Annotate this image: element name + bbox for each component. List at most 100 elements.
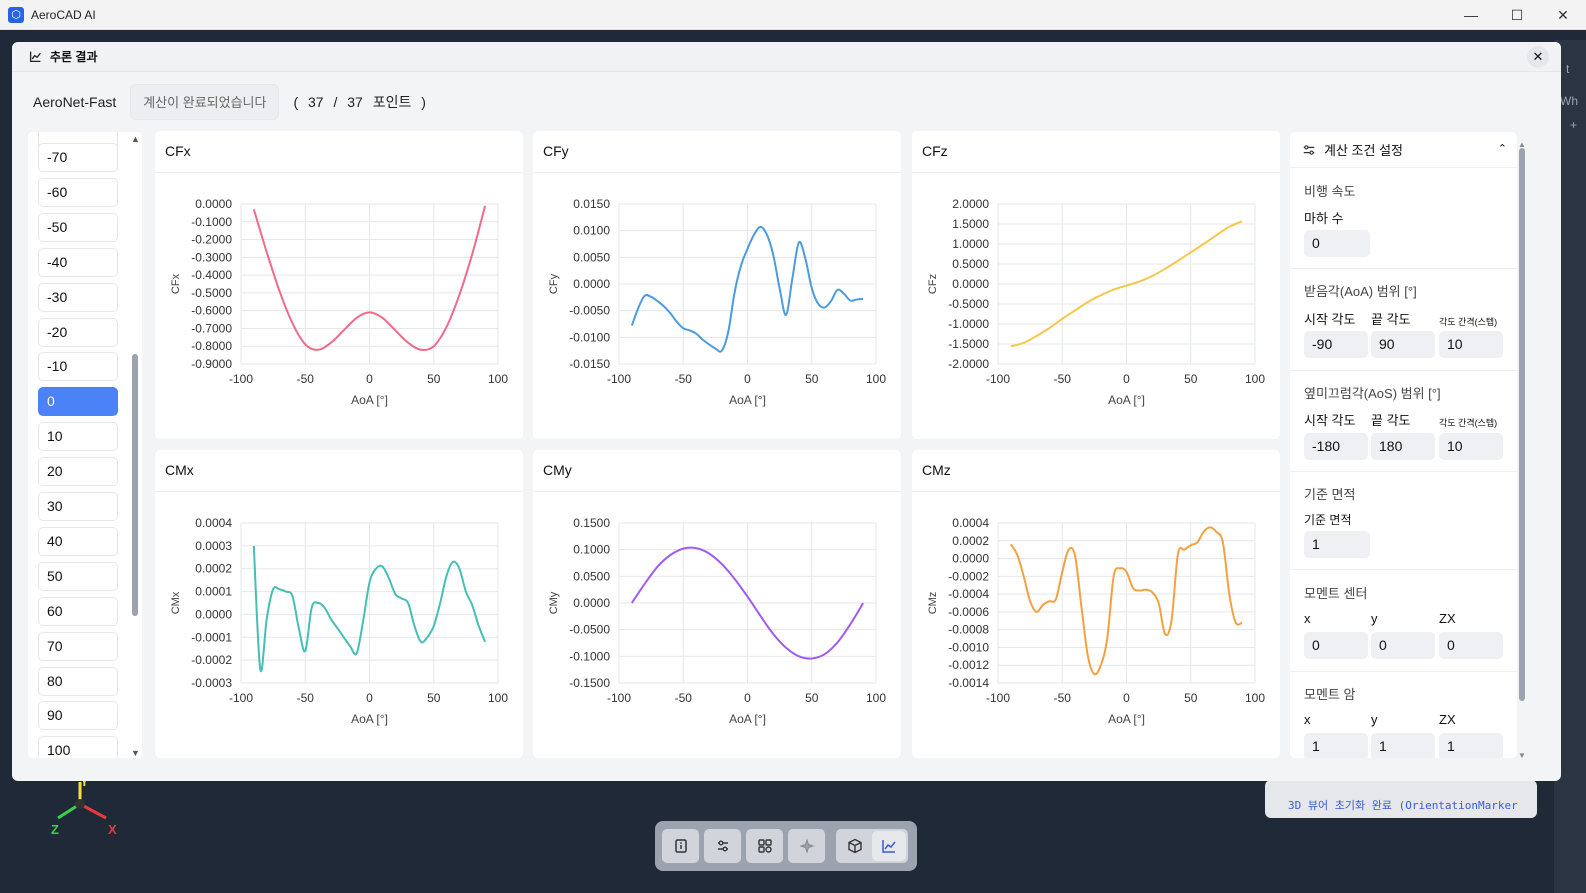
angle-list-item[interactable]: 50 bbox=[38, 561, 118, 591]
sliders-icon[interactable] bbox=[704, 829, 741, 863]
z-axis-label: Z bbox=[51, 822, 59, 837]
aoa-step-input[interactable]: 10 bbox=[1439, 331, 1503, 358]
window-close-button[interactable]: ✕ bbox=[1557, 6, 1569, 23]
calc-settings-panel: 계산 조건 설정 ⌃ 비행 속도 마하 수 0 받음각(AoA) 범위 [°] … bbox=[1290, 132, 1517, 758]
y-axis-label: CMx bbox=[170, 591, 182, 614]
point-count: ( 37 / 37 포인트 ) bbox=[293, 94, 426, 110]
chart-line-icon bbox=[29, 51, 41, 63]
x-axis-label: AoA [°] bbox=[1108, 393, 1145, 407]
x-tick-label: -50 bbox=[297, 691, 315, 705]
chart-title: CFz bbox=[922, 143, 948, 159]
y-tick-label: 0.0002 bbox=[195, 562, 232, 576]
aos-start-input[interactable]: -180 bbox=[1304, 433, 1368, 460]
x-tick-label: -50 bbox=[297, 372, 315, 386]
aoa-start-label: 시작 각도 bbox=[1304, 312, 1356, 327]
y-tick-label: -0.1000 bbox=[569, 649, 610, 663]
moment-arm-y-input[interactable]: 1 bbox=[1371, 733, 1435, 758]
angle-list-item[interactable]: 80 bbox=[38, 666, 118, 696]
aoa-end-input[interactable]: 90 bbox=[1371, 331, 1435, 358]
y-tick-label: -0.0003 bbox=[191, 676, 232, 690]
y-tick-label: -0.0010 bbox=[948, 640, 989, 654]
moment-arm-zx-input[interactable]: 1 bbox=[1439, 733, 1503, 758]
aos-step-input[interactable]: 10 bbox=[1439, 433, 1503, 460]
chart-icon[interactable] bbox=[872, 831, 906, 861]
x-tick-label: 0 bbox=[366, 372, 373, 386]
angle-list-scrollbar[interactable]: ▲ ▼ bbox=[131, 134, 140, 758]
moment-arm-x-label: x bbox=[1304, 712, 1311, 727]
cube-icon[interactable] bbox=[838, 831, 872, 861]
aos-start-label: 시작 각도 bbox=[1304, 413, 1356, 428]
sliders-icon bbox=[1303, 144, 1315, 155]
angle-list-item[interactable]: -40 bbox=[38, 247, 118, 277]
moment-arm-x-input[interactable]: 1 bbox=[1304, 733, 1368, 758]
moment-center-zx-input[interactable]: 0 bbox=[1439, 632, 1503, 659]
x-tick-label: 50 bbox=[1184, 691, 1198, 705]
moment-center-x-input[interactable]: 0 bbox=[1304, 632, 1368, 659]
angle-list-item[interactable]: 40 bbox=[38, 526, 118, 556]
info-icon[interactable] bbox=[662, 829, 699, 863]
ref-area-input[interactable]: 1 bbox=[1304, 531, 1370, 558]
chart-cmy: 0.1500 0.1000 0.0500 0.0000 -0.0500 -0.1000 -0… bbox=[548, 516, 886, 726]
scrollbar-thumb[interactable] bbox=[1519, 148, 1525, 701]
angle-list-item[interactable]: 90 bbox=[38, 701, 118, 731]
scroll-up-icon[interactable]: ▲ bbox=[131, 134, 140, 144]
section-aos-range: 옆미끄럼각(AoS) 범위 [°] bbox=[1304, 386, 1441, 401]
settings-scrollbar[interactable]: ▲ ▼ bbox=[1518, 140, 1526, 760]
y-axis-label: Y bbox=[80, 778, 89, 789]
scroll-down-icon[interactable]: ▼ bbox=[1518, 751, 1526, 760]
y-tick-label: -0.9000 bbox=[191, 357, 232, 371]
angle-list-item[interactable]: 30 bbox=[38, 492, 118, 521]
inference-result-modal: 추론 결과 ✕ AeroNet-Fast 계산이 완료되었습니다 ( 37 / … bbox=[12, 42, 1561, 781]
aos-end-input[interactable]: 180 bbox=[1371, 433, 1435, 460]
scrollbar-thumb[interactable] bbox=[132, 354, 138, 616]
angle-list-item[interactable]: 10 bbox=[38, 422, 118, 452]
chart-card-cmx: CMx 0.0004 0.0003 0.0002 0.0001 0.0000 -0.000… bbox=[155, 450, 523, 758]
settings-header[interactable]: 계산 조건 설정 ⌃ bbox=[1290, 132, 1517, 168]
y-axis-label: CMy bbox=[548, 591, 560, 614]
background-log-panel bbox=[1265, 780, 1537, 818]
window-titlebar: ⬡ AeroCAD AI — ☐ ✕ bbox=[0, 0, 1586, 30]
y-tick-label: 0.0000 bbox=[952, 552, 989, 566]
chart-cfz: 2.0000 1.5000 1.0000 0.5000 0.0000 -0.5000 -1.… bbox=[927, 197, 1265, 407]
mach-input[interactable]: 0 bbox=[1304, 230, 1370, 257]
angle-list-item[interactable]: -50 bbox=[38, 212, 118, 242]
y-tick-label: -0.0012 bbox=[948, 658, 989, 672]
y-tick-label: 0.0100 bbox=[573, 224, 610, 238]
angle-list-item[interactable]: 70 bbox=[38, 631, 118, 661]
x-axis-label: AoA [°] bbox=[351, 712, 388, 726]
angle-list-item[interactable]: 0 bbox=[38, 387, 118, 417]
angle-list-item[interactable]: -10 bbox=[38, 352, 118, 382]
angle-list-item[interactable]: -30 bbox=[38, 282, 118, 312]
moment-center-y-input[interactable]: 0 bbox=[1371, 632, 1435, 659]
x-tick-label: -100 bbox=[229, 372, 253, 386]
angle-list-item[interactable]: 20 bbox=[38, 457, 118, 487]
minimize-button[interactable]: — bbox=[1464, 7, 1478, 23]
y-tick-label: 0.0000 bbox=[573, 596, 610, 610]
chart-card-cfx: CFx 0.0000 -0.1000 -0.2000 -0.3000 -0.4000 -0… bbox=[155, 131, 523, 439]
x-tick-label: -100 bbox=[986, 691, 1010, 705]
angle-list-item[interactable]: 100 bbox=[38, 736, 118, 758]
grid-icon[interactable] bbox=[746, 829, 783, 863]
y-tick-label: 0.0004 bbox=[952, 516, 989, 530]
maximize-button[interactable]: ☐ bbox=[1510, 6, 1524, 23]
x-tick-label: -50 bbox=[1054, 372, 1072, 386]
angle-list-item[interactable]: 60 bbox=[38, 596, 118, 626]
chevron-up-icon[interactable]: ⌃ bbox=[1497, 143, 1507, 155]
y-tick-label: 0.0000 bbox=[573, 277, 610, 291]
y-tick-label: 0.0004 bbox=[195, 516, 232, 530]
angle-list-item[interactable]: -20 bbox=[38, 317, 118, 347]
angle-list-item[interactable]: -70 bbox=[38, 143, 118, 172]
y-tick-label: -0.0100 bbox=[569, 330, 610, 344]
section-flight-speed: 비행 속도 bbox=[1304, 184, 1356, 199]
y-tick-label: 0.1000 bbox=[573, 543, 610, 557]
aoa-start-input[interactable]: -90 bbox=[1304, 331, 1368, 358]
y-tick-label: -0.0001 bbox=[191, 630, 232, 644]
x-tick-label: -100 bbox=[986, 372, 1010, 386]
sparkle-icon[interactable] bbox=[788, 829, 825, 863]
scroll-up-icon[interactable]: ▲ bbox=[1518, 140, 1526, 149]
modal-close-button[interactable]: ✕ bbox=[1527, 46, 1549, 68]
y-tick-label: -0.4000 bbox=[191, 268, 232, 282]
y-axis-label: CMz bbox=[927, 592, 939, 615]
angle-list-item[interactable]: -60 bbox=[38, 177, 118, 207]
scroll-down-icon[interactable]: ▼ bbox=[131, 748, 140, 758]
